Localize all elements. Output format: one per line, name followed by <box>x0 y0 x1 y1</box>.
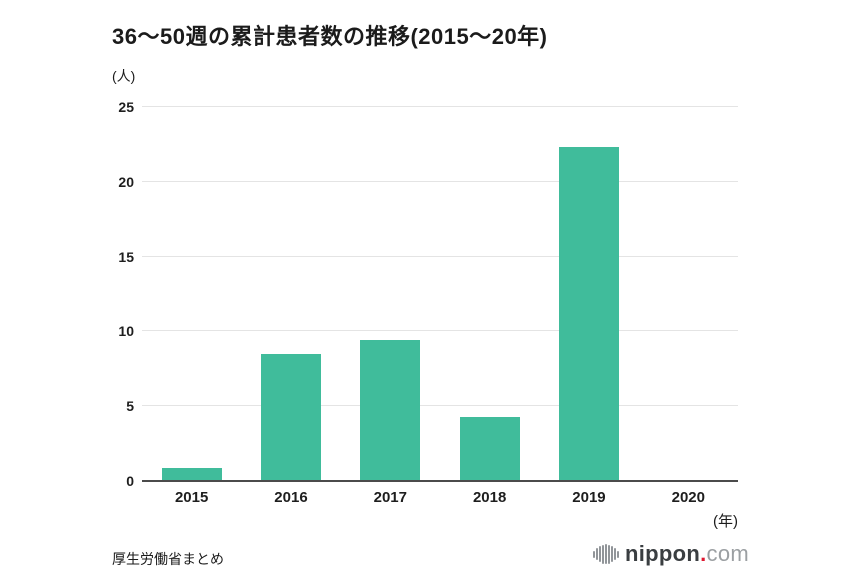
gridline-10 <box>142 330 738 332</box>
x-axis-unit-label: (年) <box>713 513 738 530</box>
x-tick-label-2017: 2017 <box>373 489 407 506</box>
nippon-logo: nippon.com <box>593 541 749 567</box>
y-axis-labels: 0 5 10 15 20 25 <box>84 100 134 488</box>
nippon-logo-mark-icon <box>593 544 619 564</box>
chart-title: 36〜50週の累計患者数の推移(2015〜20年) <box>112 24 548 49</box>
bar-2019 <box>559 147 619 481</box>
gridline-25 <box>142 106 738 107</box>
logo-text-com: com <box>706 541 749 566</box>
bar-2018 <box>459 416 520 481</box>
bar-2015 <box>161 467 222 481</box>
plot-area <box>142 106 738 482</box>
gridline-20 <box>142 180 738 182</box>
y-axis-unit-label: (人) <box>112 68 136 84</box>
x-axis-line <box>142 480 738 482</box>
x-tick-label-2015: 2015 <box>174 489 209 506</box>
bar-2016 <box>261 353 321 481</box>
y-tick-label-15: 15 <box>118 248 134 265</box>
y-tick-label-5: 5 <box>126 398 134 415</box>
x-tick-label-2020: 2020 <box>671 489 705 506</box>
x-tick-label-2019: 2019 <box>572 489 606 506</box>
source-note: 厚生労働省まとめ <box>112 551 224 567</box>
x-axis-labels: 2015 2016 2017 2018 2019 2020 <box>142 489 738 506</box>
x-tick-label-2016: 2016 <box>274 489 308 506</box>
x-tick-label-2018: 2018 <box>472 489 507 506</box>
bar-2017 <box>360 340 421 481</box>
nippon-logo-text: nippon.com <box>625 543 749 565</box>
y-tick-label-0: 0 <box>126 473 134 489</box>
y-tick-label-20: 20 <box>118 173 134 190</box>
gridline-15 <box>142 255 738 257</box>
logo-text-dot: . <box>700 541 707 566</box>
y-tick-label-25: 25 <box>118 99 134 115</box>
logo-text-nippon: nippon <box>625 541 701 566</box>
gridline-5 <box>142 405 738 407</box>
y-tick-label-10: 10 <box>118 323 134 340</box>
